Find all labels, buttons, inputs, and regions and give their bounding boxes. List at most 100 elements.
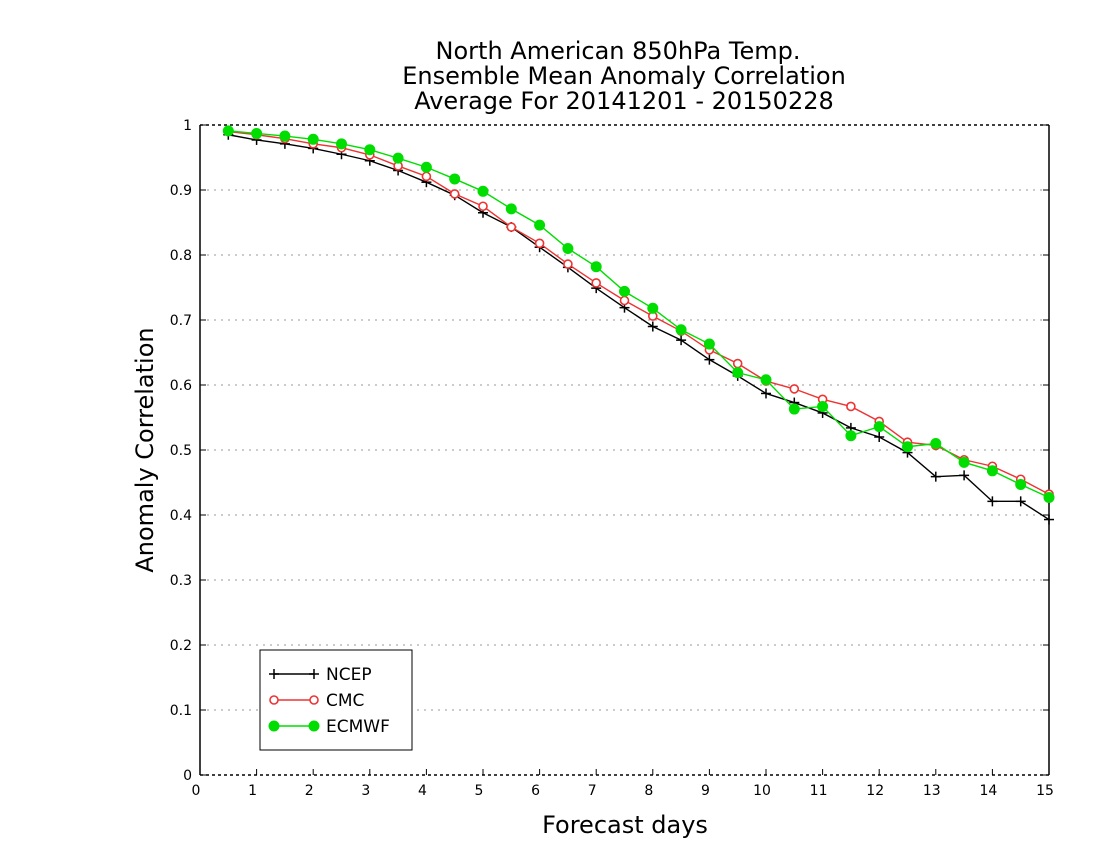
data-point-cmc [478, 201, 488, 212]
legend-item-ncep: NCEP [269, 665, 372, 685]
x-tick-label: 8 [644, 783, 653, 799]
legend-label-ncep: NCEP [326, 665, 372, 685]
chart-title: North American 850hPa Temp. Ensemble Mea… [402, 37, 846, 115]
y-tick-label: 0.9 [170, 183, 192, 199]
legend-marker-start [269, 695, 279, 705]
data-point-ncep [987, 496, 998, 507]
x-tick-label: 11 [810, 783, 828, 799]
data-point-ecmwf [845, 430, 857, 442]
x-tick-label: 9 [701, 783, 710, 799]
legend-label-cmc: CMC [326, 691, 364, 711]
data-point-ecmwf [279, 130, 291, 142]
title-line-2: Ensemble Mean Anomaly Correlation [402, 62, 846, 90]
data-point-ecmwf [675, 324, 687, 336]
x-tick-label: 12 [866, 783, 884, 799]
data-point-ecmwf [788, 403, 800, 415]
data-point-ecmwf [477, 185, 489, 197]
data-point-ecmwf [364, 144, 376, 156]
data-point-ncep [761, 388, 771, 399]
data-point-ncep [704, 354, 715, 365]
series-layer [222, 125, 1055, 525]
legend-marker-end [308, 720, 320, 732]
series-ncep [223, 129, 1054, 525]
x-tick-label: 15 [1036, 783, 1054, 799]
data-point-ecmwf [647, 302, 659, 314]
x-tick-label: 5 [475, 783, 484, 799]
x-tick-label: 0 [192, 783, 201, 799]
data-point-ecmwf [222, 125, 234, 137]
data-point-ncep [874, 432, 885, 442]
y-tick-label: 0.8 [170, 248, 192, 264]
y-tick-label: 0.6 [170, 378, 192, 394]
title-line-3: Average For 20141201 - 20150228 [414, 87, 834, 115]
data-point-cmc [421, 171, 432, 182]
data-point-ecmwf [902, 441, 913, 453]
data-point-ecmwf [873, 421, 885, 433]
data-point-ncep [647, 321, 658, 332]
y-tick-label: 0.2 [170, 638, 192, 654]
x-tick-label: 3 [361, 783, 370, 799]
x-tick-label: 1 [248, 783, 257, 799]
legend-marker-end [309, 695, 319, 705]
data-point-ncep [1015, 496, 1026, 507]
legend-label-ecmwf: ECMWF [326, 717, 390, 737]
data-point-cmc [789, 384, 800, 394]
data-point-ecmwf [307, 133, 319, 145]
legend-marker-start [269, 669, 279, 679]
x-tick-label: 4 [418, 783, 427, 799]
x-tick-label: 10 [753, 783, 771, 799]
data-point-ecmwf [449, 173, 461, 185]
x-tick-label: 6 [531, 783, 540, 799]
data-point-ecmwf [534, 219, 546, 231]
y-tick-label: 0 [183, 768, 192, 784]
data-point-cmc [534, 238, 545, 249]
data-point-cmc [619, 295, 630, 306]
data-point-ecmwf [590, 261, 602, 273]
x-tick-label: 13 [923, 783, 941, 799]
legend: NCEP CMC ECMWF [259, 649, 413, 751]
y-tick-label: 0.1 [170, 703, 192, 719]
y-tick-label: 0.4 [170, 508, 192, 524]
data-point-ecmwf [251, 127, 263, 139]
data-point-ncep [930, 471, 941, 482]
data-point-ecmwf [1015, 478, 1027, 490]
data-point-ecmwf [1043, 491, 1055, 503]
legend-marker-start [268, 720, 280, 732]
data-point-ecmwf [562, 243, 574, 254]
data-point-ecmwf [420, 161, 432, 173]
series-line-ncep [228, 134, 1050, 521]
data-point-ecmwf [392, 152, 404, 164]
data-point-ecmwf [930, 438, 942, 449]
x-tick-label: 2 [305, 783, 314, 799]
series-cmc [223, 126, 1054, 500]
data-point-cmc [591, 278, 602, 288]
series-line-cmc [228, 130, 1050, 495]
data-point-ecmwf [817, 400, 829, 412]
data-point-ecmwf [958, 456, 970, 468]
data-point-ecmwf [760, 374, 772, 386]
data-point-ecmwf [986, 465, 998, 477]
series-ecmwf [222, 125, 1055, 503]
data-point-cmc [563, 259, 573, 269]
data-point-ecmwf [732, 367, 744, 379]
x-tick-label: 7 [588, 783, 597, 799]
title-line-1: North American 850hPa Temp. [436, 37, 801, 65]
grid-lines [200, 189, 1049, 711]
data-point-cmc [846, 401, 856, 412]
y-axis-title: Anomaly Correlation [131, 327, 159, 572]
data-point-ecmwf [703, 338, 715, 350]
series-line-ecmwf [228, 130, 1050, 499]
y-tick-label: 0.7 [170, 313, 192, 329]
y-tick-label: 0.5 [170, 443, 192, 459]
legend-item-ecmwf: ECMWF [268, 717, 390, 737]
data-point-ecmwf [619, 285, 630, 297]
axes: 0 1 2 3 4 5 6 7 8 9 10 11 12 13 14 1500.10.20.30.40.50.… [170, 118, 1054, 799]
data-point-ncep [1044, 514, 1054, 525]
y-tick-label: 1 [183, 118, 192, 134]
data-point-cmc [449, 189, 460, 199]
data-point-ncep [959, 470, 970, 481]
x-tick-label: 14 [979, 783, 997, 799]
data-point-ecmwf [336, 138, 347, 150]
